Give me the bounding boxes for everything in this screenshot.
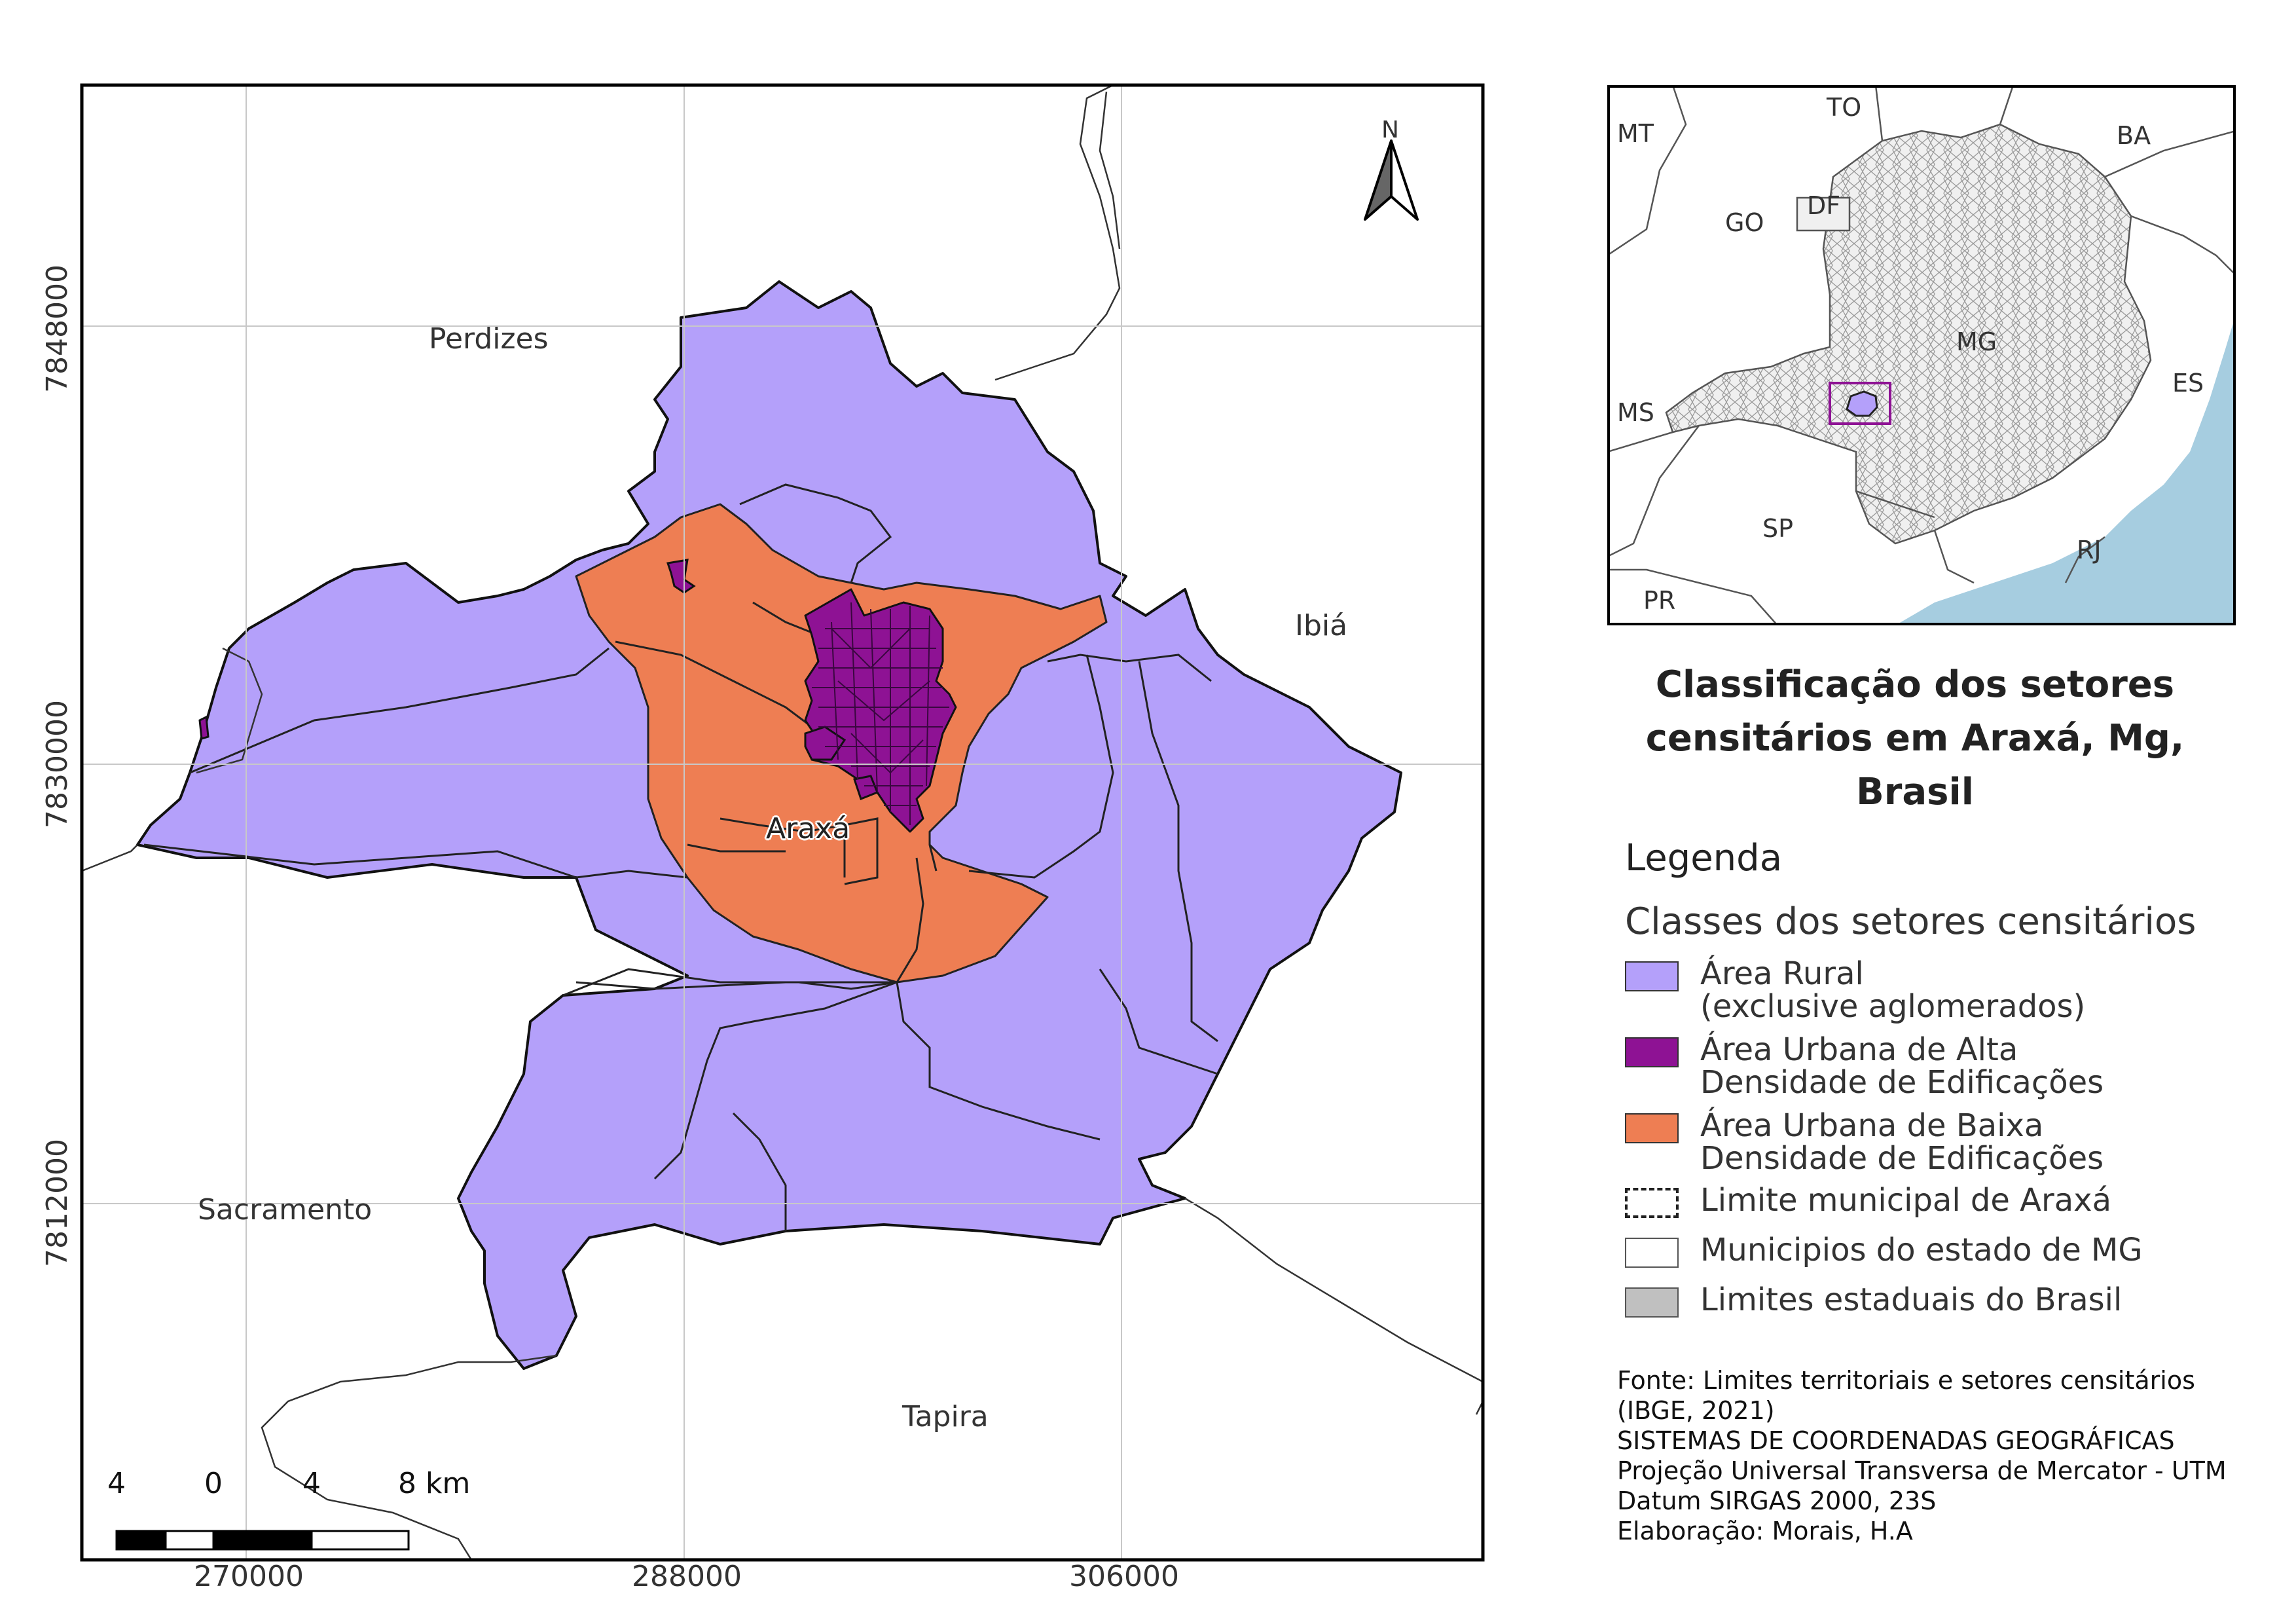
place-label-perdizes: Perdizes	[429, 322, 549, 356]
legend-title: Legenda	[1625, 837, 1783, 879]
legend-label: Área Urbana de Alta Densidade de Edificaç…	[1700, 1031, 2104, 1101]
source-notes: Fonte: Limites territoriais e setores ce…	[1617, 1365, 2227, 1546]
place-label-sacramento: Sacramento	[198, 1193, 373, 1227]
scale-label: 0	[204, 1467, 223, 1500]
y-tick-label: 7830000	[41, 700, 74, 828]
inset-label-es: ES	[2172, 369, 2204, 397]
legend-swatch-araxa-limit	[1625, 1188, 1679, 1218]
scale-bar	[115, 1530, 410, 1551]
legend-swatch-urban-low	[1625, 1113, 1679, 1143]
place-label-araxa: Araxá	[766, 812, 850, 845]
north-arrow-icon	[1364, 139, 1419, 221]
legend-swatch-rural	[1625, 961, 1679, 991]
inset-label-df: DF	[1807, 191, 1841, 220]
legend-swatch-urban-high	[1625, 1037, 1679, 1067]
map-title-line: Brasil	[1856, 771, 1974, 813]
y-tick-label: 7848000	[41, 265, 74, 393]
inset-label-mt: MT	[1617, 119, 1654, 148]
inset-label-sp: SP	[1762, 514, 1794, 543]
urban-high-density-far-west	[198, 715, 210, 740]
place-label-ibia: Ibiá	[1295, 609, 1348, 642]
urban-high-density-nw	[666, 559, 696, 594]
inset-label-rj: RJ	[2077, 536, 2102, 564]
legend-label: Limite municipal de Araxá	[1700, 1182, 2111, 1219]
source-line: (IBGE, 2021)	[1617, 1396, 1775, 1425]
x-tick-label: 306000	[1069, 1560, 1179, 1593]
map-title-line: censitários em Araxá, Mg,	[1645, 717, 2185, 760]
source-line: Elaboração: Morais, H.A	[1617, 1517, 1913, 1545]
inset-state-lines	[1607, 85, 2236, 625]
legend-label: Municipios do estado de MG	[1700, 1232, 2143, 1268]
sector-boundaries	[143, 483, 1218, 1231]
legend-swatch-state-limits	[1625, 1287, 1679, 1318]
legend-label: Área Rural (exclusive aglomerados)	[1700, 955, 2086, 1025]
graticule	[82, 85, 1483, 1560]
legend-label: Área Urbana de Baixa Densidade de Edifica…	[1700, 1107, 2104, 1177]
x-tick-label: 270000	[194, 1560, 304, 1593]
legend-label: Limites estaduais do Brasil	[1700, 1282, 2123, 1318]
north-label: N	[1381, 117, 1399, 143]
legend-subtitle: Classes dos setores censitários	[1625, 900, 2196, 943]
inset-highlight-box	[1829, 382, 1891, 425]
inset-label-pr: PR	[1643, 586, 1676, 615]
inset-df	[1796, 196, 1851, 232]
y-tick-label: 7812000	[41, 1139, 74, 1267]
source-line: SISTEMAS DE COORDENADAS GEOGRÁFICAS	[1617, 1426, 2175, 1455]
legend-swatch-mg-municipios	[1625, 1238, 1679, 1268]
map-frame	[80, 83, 1485, 1562]
place-label-tapira: Tapira	[902, 1400, 989, 1433]
scale-label: 4	[107, 1467, 126, 1500]
inset-sea	[1895, 314, 2236, 625]
map-title-line: Classificação dos setores	[1655, 663, 2175, 706]
inset-map	[1607, 85, 2236, 625]
inset-label-ms: MS	[1617, 398, 1654, 427]
urban-core-mesh	[812, 602, 949, 825]
inset-araxa-shape	[1846, 390, 1878, 417]
map-title: Classificação dos setores censitários em…	[1597, 658, 2232, 819]
inset-frame	[1607, 85, 2236, 625]
scale-label: 4	[302, 1467, 321, 1500]
source-line: Fonte: Limites territoriais e setores ce…	[1617, 1366, 2195, 1395]
inset-label-to: TO	[1827, 93, 1862, 122]
source-line: Projeção Universal Transversa de Mercato…	[1617, 1456, 2227, 1485]
urban-high-density	[804, 588, 957, 833]
inset-label-go: GO	[1725, 208, 1764, 237]
inset-label-mg: MG	[1956, 327, 1997, 356]
neighbor-boundaries	[82, 85, 1483, 1560]
inset-label-ba: BA	[2117, 121, 2151, 150]
x-tick-label: 288000	[632, 1560, 742, 1593]
scale-label: 8 km	[398, 1467, 471, 1500]
source-line: Datum SIRGAS 2000, 23S	[1617, 1486, 1937, 1515]
